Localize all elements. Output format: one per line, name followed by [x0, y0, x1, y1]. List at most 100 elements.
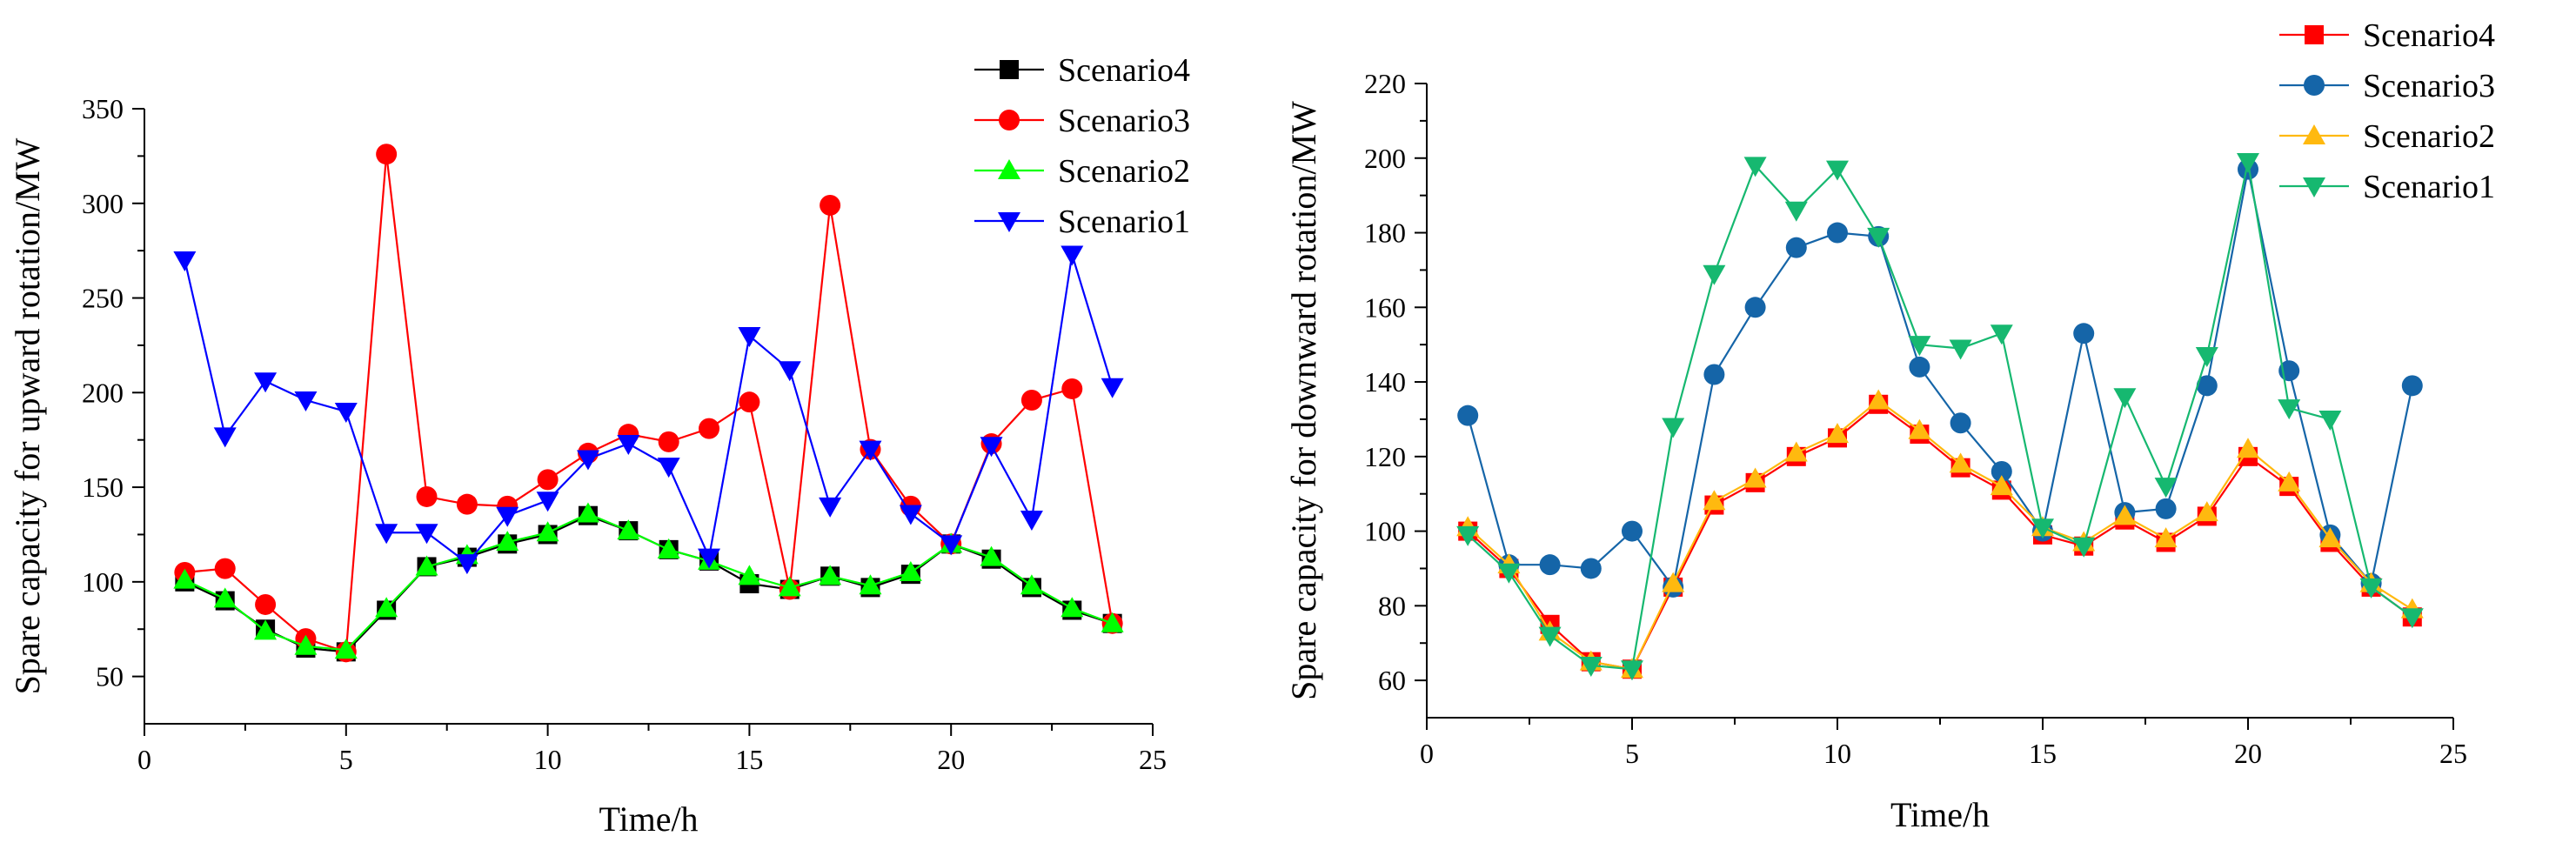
data-point — [739, 391, 760, 413]
data-point — [1703, 364, 1725, 385]
data-point — [778, 361, 801, 382]
x-tick-label: 5 — [339, 744, 353, 775]
legend-marker — [999, 110, 1020, 130]
data-point — [2359, 578, 2383, 599]
legend-marker — [998, 212, 1020, 232]
legend-label: Scenario4 — [1058, 52, 1190, 89]
data-point — [1456, 525, 1480, 546]
data-point — [1061, 378, 1083, 399]
data-point — [2318, 527, 2342, 548]
data-point — [738, 327, 761, 348]
data-point — [859, 574, 882, 595]
data-point — [1949, 452, 1972, 473]
y-tick-label: 150 — [82, 471, 124, 503]
series-scenario2 — [1456, 389, 2424, 679]
data-point — [820, 194, 841, 216]
data-point — [1497, 563, 1521, 584]
data-point — [1949, 339, 1972, 360]
data-point — [2113, 388, 2137, 409]
data-point — [1744, 297, 1766, 318]
data-point — [1908, 418, 1931, 439]
data-point — [294, 391, 318, 412]
series-line — [1467, 169, 2413, 590]
y-tick-label: 200 — [82, 377, 124, 408]
data-point — [2154, 478, 2178, 498]
data-point — [1662, 418, 1685, 438]
data-point — [657, 458, 680, 478]
series-line — [1467, 161, 2413, 671]
legend-label: Scenario2 — [1058, 153, 1190, 190]
data-point — [334, 639, 358, 659]
x-axis-label: Time/h — [1890, 795, 1990, 834]
data-point — [536, 521, 559, 542]
data-point — [294, 634, 318, 655]
data-point — [1703, 264, 1726, 285]
data-point — [899, 505, 922, 525]
data-point — [2318, 410, 2342, 431]
legend-label: Scenario3 — [1058, 103, 1190, 139]
series-line — [184, 512, 1114, 652]
x-tick-label: 25 — [2439, 738, 2467, 769]
data-point — [980, 437, 1003, 458]
data-point — [1785, 237, 1807, 258]
data-point — [819, 497, 842, 518]
x-tick-label: 5 — [1625, 738, 1639, 769]
data-point — [859, 440, 882, 461]
legend-marker — [998, 159, 1020, 179]
y-tick-label: 80 — [1378, 590, 1406, 621]
data-point — [1827, 222, 1848, 244]
data-point — [617, 519, 640, 540]
series-scenario1 — [1456, 153, 2424, 681]
series-scenario4 — [175, 505, 1122, 662]
y-tick-label: 100 — [1364, 516, 1406, 547]
data-point — [416, 485, 438, 507]
legend-marker — [2304, 75, 2325, 96]
data-point — [1991, 460, 2012, 482]
data-point — [2400, 608, 2424, 629]
data-point — [1621, 660, 1643, 681]
data-point — [1101, 378, 1124, 398]
data-point — [738, 565, 761, 585]
y-tick-label: 250 — [82, 283, 124, 314]
y-tick-label: 220 — [1364, 68, 1406, 99]
data-point — [1538, 626, 1562, 647]
data-point — [2073, 323, 2095, 344]
legend: Scenario4 Scenario3 Scenario2 Scenario1 — [974, 52, 1190, 240]
data-point — [1950, 412, 1971, 434]
series-line — [1467, 399, 2413, 671]
legend-label: Scenario1 — [2363, 169, 2495, 205]
y-axis-label: Spare capacity for upward rotation/MW — [8, 137, 47, 694]
data-point — [1990, 475, 2013, 496]
data-point — [899, 560, 922, 581]
data-point — [2195, 501, 2218, 522]
y-tick-label: 60 — [1378, 665, 1406, 696]
x-tick-label: 20 — [2234, 738, 2262, 769]
data-point — [2072, 537, 2096, 558]
data-point — [1579, 656, 1602, 677]
y-axis-label: Spare capacity for downward rotation/MW — [1284, 101, 1323, 700]
data-point — [375, 597, 398, 618]
data-point — [576, 502, 599, 523]
data-point — [2237, 438, 2259, 458]
data-point — [778, 576, 801, 597]
data-point — [1020, 511, 1043, 532]
x-tick-label: 0 — [1420, 738, 1434, 769]
legend-label: Scenario1 — [1058, 204, 1190, 240]
data-point — [537, 469, 559, 491]
y-tick-label: 350 — [82, 93, 124, 124]
series-scenario3 — [1457, 158, 2423, 598]
data-point — [1784, 441, 1808, 462]
data-point — [254, 619, 278, 640]
data-point — [496, 531, 519, 552]
data-point — [1662, 572, 1685, 592]
data-point — [214, 558, 236, 579]
x-axis-label: Time/h — [599, 799, 698, 839]
y-tick-label: 300 — [82, 188, 124, 219]
data-point — [1457, 405, 1479, 426]
legend-marker — [1000, 60, 1019, 79]
y-tick-label: 140 — [1364, 366, 1406, 398]
series-line — [1467, 403, 2413, 671]
legend-marker — [2303, 124, 2325, 144]
data-point — [2031, 518, 2054, 539]
data-point — [496, 506, 519, 527]
